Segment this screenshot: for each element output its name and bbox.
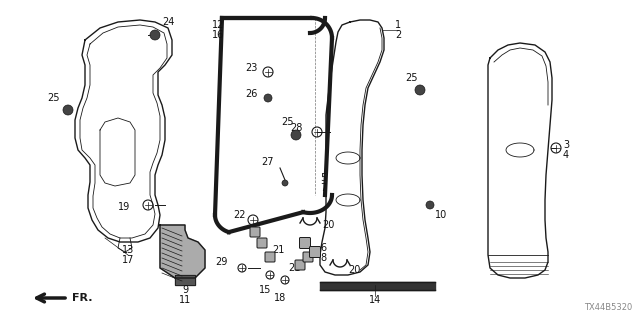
FancyBboxPatch shape (257, 238, 267, 248)
Text: TX44B5320: TX44B5320 (584, 303, 632, 312)
Text: 25: 25 (47, 93, 60, 103)
Text: 28: 28 (291, 123, 303, 133)
Circle shape (291, 130, 301, 140)
Text: 6: 6 (320, 243, 326, 253)
Polygon shape (320, 282, 435, 290)
Text: 11: 11 (179, 295, 191, 305)
Text: 9: 9 (182, 285, 188, 295)
Text: 13: 13 (122, 245, 134, 255)
FancyBboxPatch shape (250, 227, 260, 237)
FancyBboxPatch shape (303, 252, 313, 262)
Text: 17: 17 (122, 255, 134, 265)
Text: FR.: FR. (72, 293, 93, 303)
Text: 5: 5 (320, 173, 326, 183)
Polygon shape (160, 225, 205, 278)
Text: 12: 12 (212, 20, 224, 30)
Text: 25: 25 (406, 73, 419, 83)
Text: 25: 25 (282, 117, 294, 127)
Text: 2: 2 (395, 30, 401, 40)
Text: 21: 21 (272, 245, 284, 255)
Text: 21: 21 (288, 263, 300, 273)
Circle shape (426, 201, 434, 209)
Polygon shape (175, 275, 195, 285)
Circle shape (264, 94, 272, 102)
Text: 20: 20 (348, 265, 360, 275)
Text: 29: 29 (216, 257, 228, 267)
Circle shape (282, 180, 288, 186)
Text: 23: 23 (246, 63, 258, 73)
Text: 27: 27 (262, 157, 275, 167)
Text: 14: 14 (369, 295, 381, 305)
Text: 1: 1 (395, 20, 401, 30)
FancyBboxPatch shape (265, 252, 275, 262)
Text: 20: 20 (322, 220, 334, 230)
Text: 15: 15 (259, 285, 271, 295)
Text: 18: 18 (274, 293, 286, 303)
Text: 3: 3 (563, 140, 569, 150)
FancyBboxPatch shape (295, 260, 305, 270)
Text: 26: 26 (246, 89, 258, 99)
Text: 19: 19 (118, 202, 130, 212)
Text: 4: 4 (563, 150, 569, 160)
Circle shape (63, 105, 73, 115)
Circle shape (415, 85, 425, 95)
Text: 7: 7 (320, 183, 326, 193)
Text: 24: 24 (162, 17, 174, 27)
Text: 22: 22 (234, 210, 246, 220)
Text: 8: 8 (320, 253, 326, 263)
Text: 10: 10 (435, 210, 447, 220)
Circle shape (150, 30, 160, 40)
FancyBboxPatch shape (310, 246, 321, 258)
FancyBboxPatch shape (300, 237, 310, 249)
Text: 16: 16 (212, 30, 224, 40)
